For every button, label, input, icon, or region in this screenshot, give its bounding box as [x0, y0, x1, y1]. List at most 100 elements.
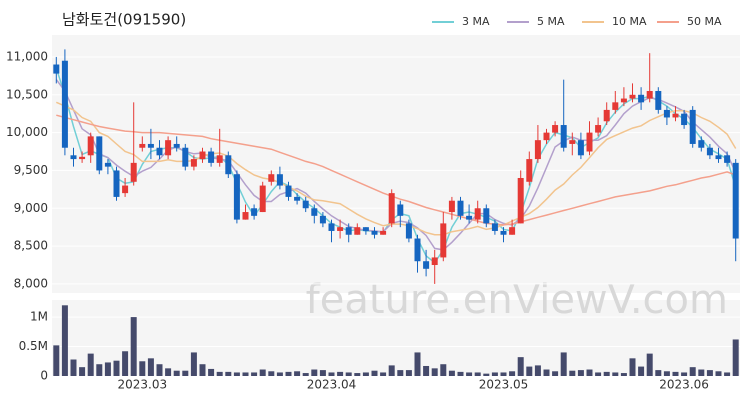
legend-label: 50 MA — [687, 15, 722, 28]
volume-bar — [586, 369, 593, 376]
volume-bar — [440, 364, 447, 376]
candle-body — [233, 174, 240, 220]
candle-body — [259, 185, 266, 213]
chart-title: 남화토건(091590) — [62, 11, 186, 29]
candle-body — [104, 162, 111, 167]
candle-body — [216, 155, 223, 163]
y-tick-label: 10,500 — [6, 87, 48, 101]
volume-bar — [423, 365, 430, 376]
volume-bar — [380, 372, 387, 376]
candle-body — [552, 125, 559, 133]
candle-body — [225, 155, 232, 175]
x-tick-label: 2023.06 — [659, 378, 709, 392]
candle-body — [423, 261, 430, 269]
x-tick-label: 2023.05 — [479, 378, 529, 392]
volume-bar — [577, 370, 584, 376]
volume-bar — [414, 352, 421, 376]
candle-body — [715, 155, 722, 160]
candle-body — [208, 151, 215, 163]
candle-body — [242, 212, 249, 220]
candle-body — [560, 125, 567, 148]
candle-body — [724, 155, 731, 163]
candle-body — [268, 174, 275, 182]
volume-bar — [595, 372, 602, 376]
volume-bar — [681, 372, 688, 376]
volume-bar — [397, 370, 404, 376]
volume-bar — [388, 365, 395, 376]
candle-body — [638, 94, 645, 103]
volume-bar — [87, 353, 94, 376]
volume-bar — [165, 368, 172, 376]
candle-body — [414, 238, 421, 262]
volume-bar — [242, 372, 249, 376]
candle-body — [534, 140, 541, 160]
y-tick-label: 8,000 — [14, 276, 48, 290]
volume-bar — [122, 351, 129, 376]
candle-body — [612, 102, 619, 110]
volume-bar — [311, 369, 318, 376]
volume-bar — [509, 371, 516, 376]
legend-label: 10 MA — [612, 15, 647, 28]
candle-body — [276, 174, 283, 186]
volume-bar — [216, 371, 223, 376]
volume-bar — [319, 370, 326, 376]
candle-body — [698, 140, 705, 148]
volume-bar — [371, 370, 378, 376]
volume-bar — [147, 358, 154, 376]
volume-bar — [629, 358, 636, 376]
volume-bar — [612, 372, 619, 376]
volume-bar — [302, 373, 309, 376]
candle-body — [569, 140, 576, 144]
candle-body — [61, 60, 68, 148]
candle-body — [156, 147, 163, 156]
candle-body — [345, 227, 352, 235]
volume-bar — [663, 371, 670, 376]
candle-body — [397, 204, 404, 216]
volume-bar — [328, 372, 335, 376]
volume-bar — [276, 372, 283, 376]
volume-bar — [638, 366, 645, 376]
candle-body — [302, 200, 309, 209]
candle-body — [165, 140, 172, 156]
volume-bar — [251, 372, 258, 376]
ma-line — [56, 114, 736, 226]
candle-body — [362, 227, 369, 231]
candle-body — [500, 230, 507, 235]
candle-body — [672, 113, 679, 118]
candle-body — [491, 223, 498, 231]
volume-bar — [431, 368, 438, 376]
volume-bar — [294, 371, 301, 376]
candle-body — [474, 208, 481, 220]
candle-body — [337, 227, 344, 231]
candle-body — [629, 94, 636, 99]
candle-body — [147, 143, 154, 148]
volume-bar — [285, 371, 292, 376]
watermark: feature.enViewV.com — [306, 277, 728, 323]
candle-body — [655, 90, 662, 110]
volume-bar — [526, 366, 533, 376]
y-tick-label: 10,000 — [6, 125, 48, 139]
y-tick-label: 11,000 — [6, 49, 48, 63]
candle-body — [113, 170, 120, 197]
candle-body — [182, 147, 189, 167]
volume-bar — [405, 370, 412, 376]
candle-body — [199, 151, 206, 160]
candle-body — [483, 208, 490, 224]
volume-bar — [603, 371, 610, 376]
volume-bar — [113, 360, 120, 376]
candle-body — [294, 196, 301, 201]
volume-bar — [491, 372, 498, 376]
candle-body — [577, 140, 584, 156]
volume-bar — [337, 371, 344, 376]
candle-body — [130, 162, 137, 182]
volume-bar — [457, 371, 464, 376]
candle-body — [122, 185, 129, 194]
candle-body — [96, 136, 103, 171]
volume-bar — [698, 369, 705, 376]
volume-bar — [199, 364, 206, 376]
volume-bar — [655, 370, 662, 376]
candle-body — [620, 98, 627, 103]
y-tick-label: 1M — [30, 310, 48, 324]
candle-body — [689, 109, 696, 144]
candle-body — [70, 155, 77, 160]
